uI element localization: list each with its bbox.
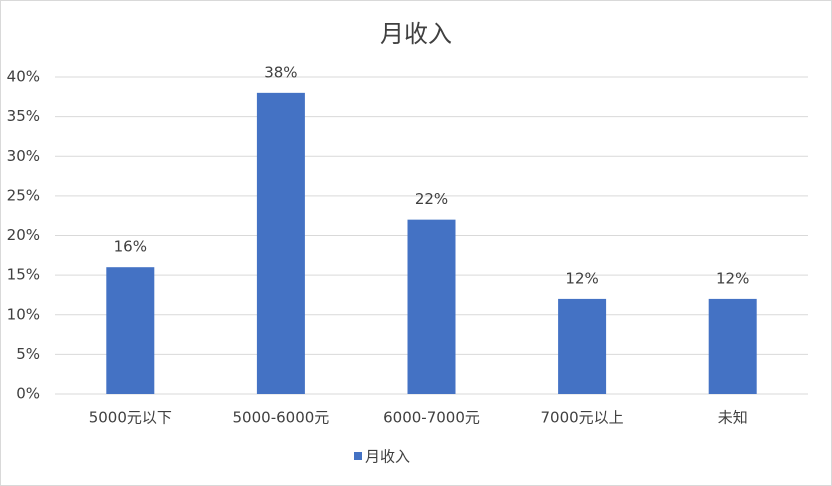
y-tick-label: 30% [7, 147, 40, 165]
x-tick-label: 5000元以下 [89, 409, 172, 427]
y-tick-label: 20% [7, 226, 40, 244]
y-tick-label: 5% [16, 345, 40, 363]
y-tick-label: 25% [7, 186, 40, 204]
bar [407, 219, 456, 394]
bar [558, 298, 607, 394]
x-tick-label: 7000元以上 [541, 409, 624, 427]
bar [106, 267, 155, 394]
y-tick-label: 15% [7, 266, 40, 284]
bar [708, 298, 757, 394]
x-tick-label: 6000-7000元 [383, 409, 480, 427]
data-label: 22% [415, 190, 448, 208]
legend-label: 月收入 [365, 448, 410, 466]
chart-title: 月收入 [380, 20, 452, 48]
data-label: 12% [565, 269, 598, 287]
data-label: 38% [264, 63, 297, 81]
x-tick-label: 未知 [718, 409, 748, 427]
legend-swatch [354, 452, 362, 460]
y-tick-label: 10% [7, 305, 40, 323]
data-label: 16% [114, 238, 147, 256]
data-label: 12% [716, 269, 749, 287]
x-tick-label: 5000-6000元 [233, 409, 330, 427]
y-tick-label: 35% [7, 107, 40, 125]
y-tick-label: 0% [16, 385, 40, 403]
y-tick-label: 40% [7, 68, 40, 86]
bar [256, 92, 305, 394]
